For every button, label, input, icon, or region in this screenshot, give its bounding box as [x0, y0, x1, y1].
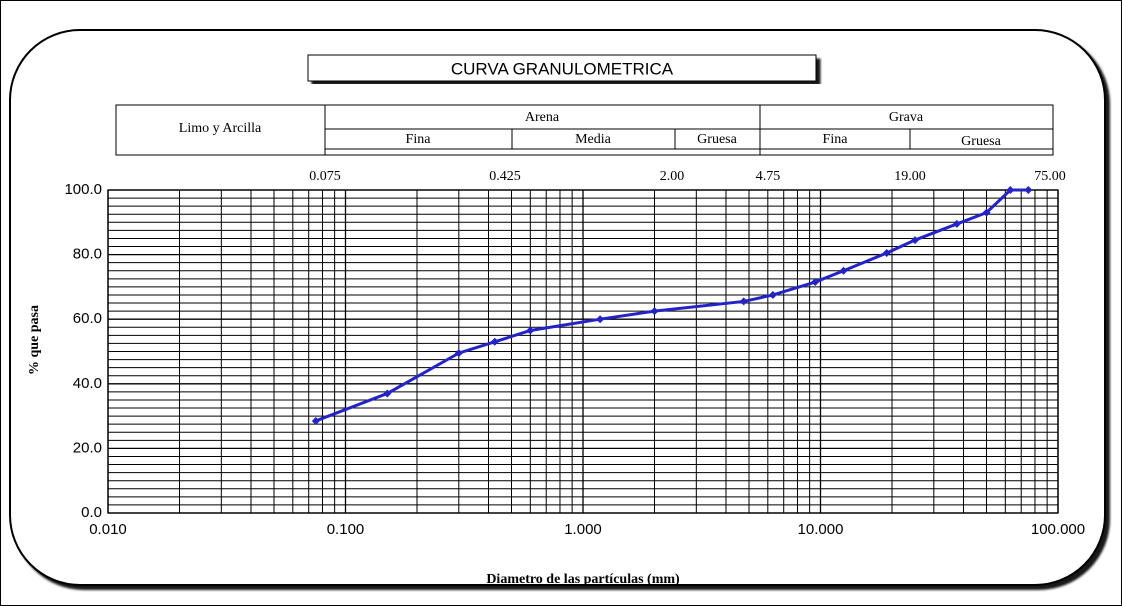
- y-tick-label: 80.0: [73, 246, 102, 263]
- header-part: Fina: [406, 132, 432, 147]
- data-point: [811, 278, 820, 287]
- y-axis-label: % que pasa: [27, 305, 42, 375]
- frame: [9, 29, 1106, 586]
- data-point: [952, 219, 961, 228]
- x-tick-label: 0.010: [89, 521, 127, 538]
- data-point: [383, 389, 392, 398]
- y-tick-label: 60.0: [73, 310, 102, 327]
- header-table: [115, 104, 1054, 156]
- sieve-label: 2.00: [660, 169, 685, 184]
- sieve-label: 19.00: [894, 169, 926, 184]
- data-point: [650, 307, 659, 316]
- chart-title: CURVA GRANULOMETRICA: [451, 59, 674, 78]
- header-left: Limo y Arcilla: [179, 121, 262, 136]
- header-group: Grava: [889, 110, 924, 125]
- header-part: Fina: [823, 132, 849, 147]
- data-point: [311, 416, 320, 425]
- y-tick-label: 40.0: [73, 375, 102, 392]
- y-tick-label: 0.0: [81, 504, 102, 521]
- data-point: [768, 290, 777, 299]
- data-point: [526, 326, 535, 335]
- header-part: Media: [575, 132, 612, 147]
- plot-border: [107, 189, 1059, 514]
- header-part: Gruesa: [961, 134, 1001, 149]
- sieve-label: 75.00: [1034, 169, 1066, 184]
- x-tick-label: 1.000: [564, 521, 602, 538]
- title-box: [307, 54, 817, 82]
- sieve-label: 4.75: [756, 169, 781, 184]
- data-point: [911, 236, 920, 245]
- data-point: [1006, 186, 1015, 194]
- sieve-label: 0.425: [489, 169, 521, 184]
- x-tick-label: 0.100: [327, 521, 365, 538]
- header-group: Arena: [525, 110, 560, 125]
- data-point: [839, 266, 848, 275]
- x-axis-label: Diametro de las partículas (mm): [486, 572, 680, 587]
- header-part: Gruesa: [697, 132, 737, 147]
- sieve-label: 0.075: [309, 169, 341, 184]
- data-point: [882, 248, 891, 257]
- y-tick-label: 20.0: [73, 439, 102, 456]
- x-tick-label: 10.000: [798, 521, 844, 538]
- data-point: [1024, 186, 1033, 194]
- data-point: [596, 315, 605, 324]
- data-point: [454, 349, 463, 358]
- y-tick-label: 100.0: [64, 181, 102, 198]
- data-point: [982, 208, 991, 217]
- data-point: [739, 297, 748, 306]
- x-tick-label: 100.000: [1031, 521, 1085, 538]
- data-point: [490, 337, 499, 346]
